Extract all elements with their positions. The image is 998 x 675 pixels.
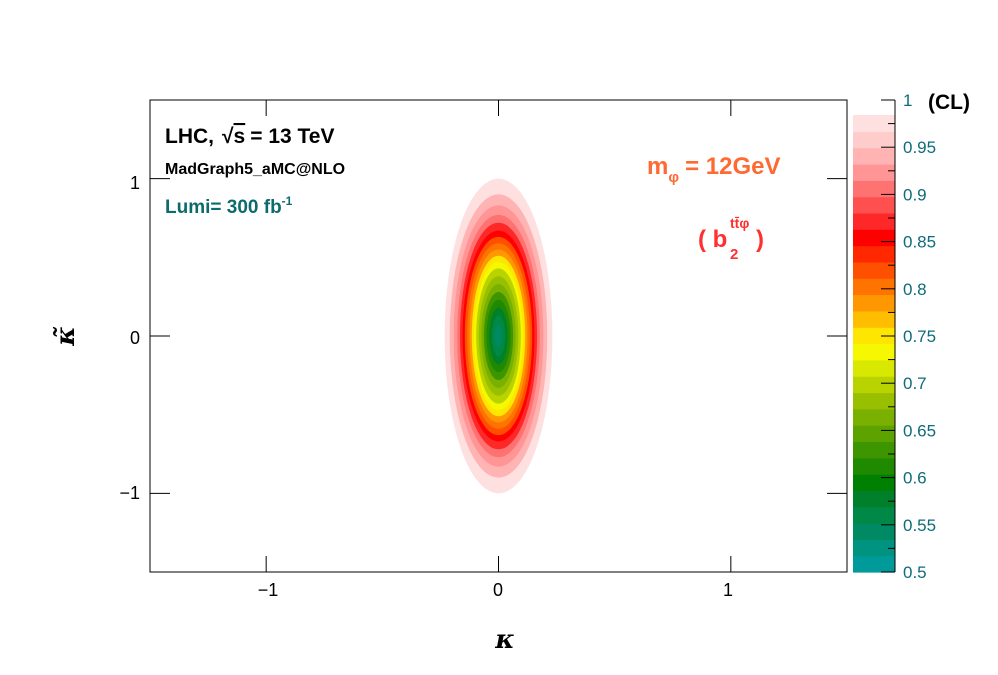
y-tick-label-0: 0 [130,328,140,348]
colorbar-swatch-27 [853,115,895,132]
colorbar-swatch-16 [853,294,895,312]
mass-annotation: mφ = 12GeV [647,153,780,186]
colorbar [853,115,895,573]
colorbar-swatch-4 [853,490,895,508]
generator-annotation: MadGraph5_aMC@NLO [165,161,345,178]
colorbar-swatch-26 [853,131,895,149]
y-axis-title: κ̃ [51,326,81,347]
colorbar-swatch-23 [853,180,895,198]
coupling-annotation: ( b2tt̄φ) [698,215,764,263]
colorbar-swatch-17 [853,278,895,296]
x-tick-label-0: 0 [493,580,503,600]
colorbar-swatch-14 [853,327,895,345]
x-axis-title: κ [494,625,515,655]
colorbar-swatch-18 [853,261,895,279]
colorbar-swatch-7 [853,441,895,459]
y-tick-label-neg1: −1 [119,483,140,503]
colorbar-swatch-11 [853,376,895,394]
colorbar-swatch-2 [853,523,895,540]
colorbar-title: (CL) [928,91,970,114]
colorbar-tick-label-1: 0.55 [903,516,936,535]
contour-bands [444,178,553,494]
colorbar-swatch-13 [853,343,895,361]
contour-band-1 [495,324,502,348]
x-tick-label-neg1: −1 [258,580,279,600]
colorbar-tick-label-8: 0.9 [903,185,927,204]
colorbar-tick-label-9: 0.95 [903,138,936,157]
collider-energy-annotation: LHC, √s = 13 TeV [165,125,334,148]
colorbar-ticks [881,99,895,573]
colorbar-swatch-0 [853,555,895,573]
y-tick-label-1: 1 [130,173,140,193]
colorbar-swatch-25 [853,147,895,165]
colorbar-swatch-3 [853,506,895,524]
colorbar-swatch-20 [853,229,895,247]
colorbar-tick-label-10: 1 [903,91,912,110]
colorbar-tick-label-4: 0.7 [903,374,927,393]
colorbar-swatch-15 [853,310,895,328]
colorbar-swatch-21 [853,212,895,230]
colorbar-swatch-8 [853,425,895,443]
colorbar-tick-label-0: 0.5 [903,563,927,582]
colorbar-swatch-5 [853,474,895,491]
colorbar-tick-label-7: 0.85 [903,233,936,252]
colorbar-swatch-10 [853,392,895,410]
colorbar-swatch-6 [853,457,895,475]
colorbar-swatch-24 [853,163,895,181]
colorbar-tick-label-2: 0.6 [903,469,927,488]
colorbar-tick-label-3: 0.65 [903,421,936,440]
colorbar-tick-label-6: 0.8 [903,280,927,299]
colorbar-tick-label-5: 0.75 [903,327,936,346]
x-tick-label-1: 1 [723,580,733,600]
colorbar-swatch-22 [853,196,895,214]
colorbar-tick-labels: 0.5 0.55 0.6 0.65 0.7 0.75 0.8 0.85 0.9 0.95 1 [903,91,936,582]
colorbar-swatch-19 [853,245,895,263]
colorbar-swatch-12 [853,359,895,377]
colorbar-swatch-1 [853,539,895,557]
lumi-annotation: Lumi= 300 fb-1 [165,194,293,218]
colorbar-swatch-9 [853,408,895,426]
axis-ticks [150,100,847,572]
